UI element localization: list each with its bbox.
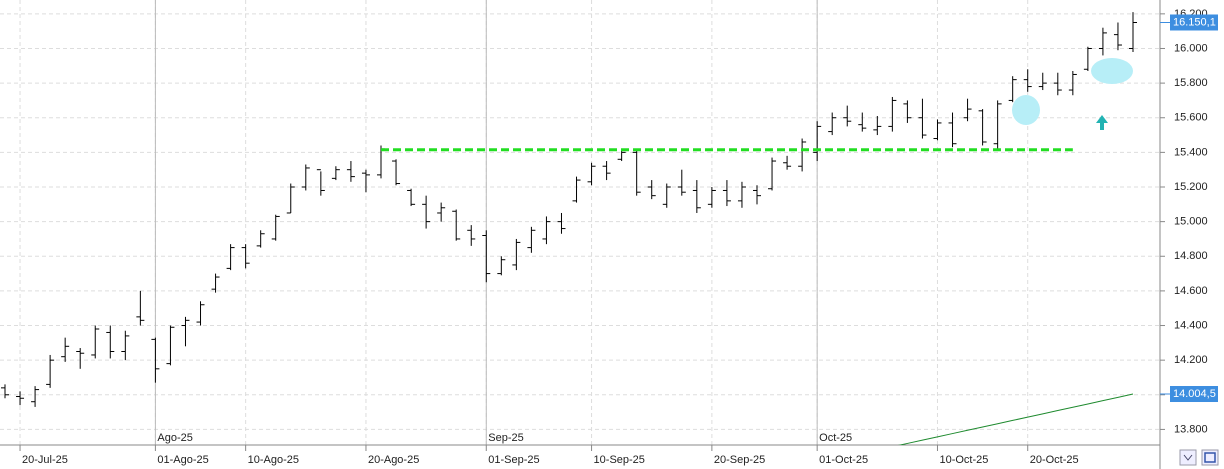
x-tick-label: 20-Oct-25 — [1030, 454, 1079, 466]
y-tick-label: 15.800 — [1174, 77, 1208, 89]
y-tick-label: 13.800 — [1174, 423, 1208, 435]
save-icon — [1204, 452, 1216, 463]
y-tick-label: 15.200 — [1174, 181, 1208, 193]
y-tick-label: 14.600 — [1174, 285, 1208, 297]
y-tick-label: 14.800 — [1174, 250, 1208, 262]
month-label: Oct-25 — [819, 432, 852, 444]
y-tick-label: 15.600 — [1174, 112, 1208, 124]
x-tick-label: 20-Sep-25 — [714, 454, 765, 466]
x-tick-label: 10-Ago-25 — [248, 454, 299, 466]
plot-area — [1, 12, 1137, 445]
overlay-line — [897, 393, 1134, 445]
x-tick-label: 01-Oct-25 — [819, 454, 868, 466]
x-tick-label: 01-Ago-25 — [157, 454, 208, 466]
price-tag-label: 14.004,5 — [1173, 388, 1216, 400]
price-tag-label: 16.150,1 — [1173, 16, 1216, 28]
arrow-icon — [1096, 115, 1108, 130]
y-tick-label: 16.000 — [1174, 42, 1208, 54]
toggle-icon — [1183, 454, 1193, 461]
x-tick-label: 20-Jul-25 — [22, 454, 68, 466]
price-tag-box — [1170, 14, 1218, 31]
x-tick-label: 10-Oct-25 — [939, 454, 988, 466]
x-tick-label: 20-Ago-25 — [368, 454, 419, 466]
y-tick-label: 14.200 — [1174, 354, 1208, 366]
price-tag-box — [1170, 386, 1218, 403]
highlight — [1012, 95, 1040, 125]
x-tick-label: 01-Sep-25 — [488, 454, 539, 466]
month-label: Ago-25 — [157, 432, 192, 444]
highlight — [1091, 58, 1133, 84]
month-label: Sep-25 — [488, 432, 523, 444]
x-tick-label: 10-Sep-25 — [594, 454, 645, 466]
y-tick-label: 14.400 — [1174, 319, 1208, 331]
y-tick-label: 15.000 — [1174, 216, 1208, 228]
toggle-button[interactable] — [1179, 449, 1197, 466]
axes: 13.80014.00014.20014.40014.60014.80015.0… — [19, 8, 1218, 466]
y-tick-label: 15.400 — [1174, 146, 1208, 158]
